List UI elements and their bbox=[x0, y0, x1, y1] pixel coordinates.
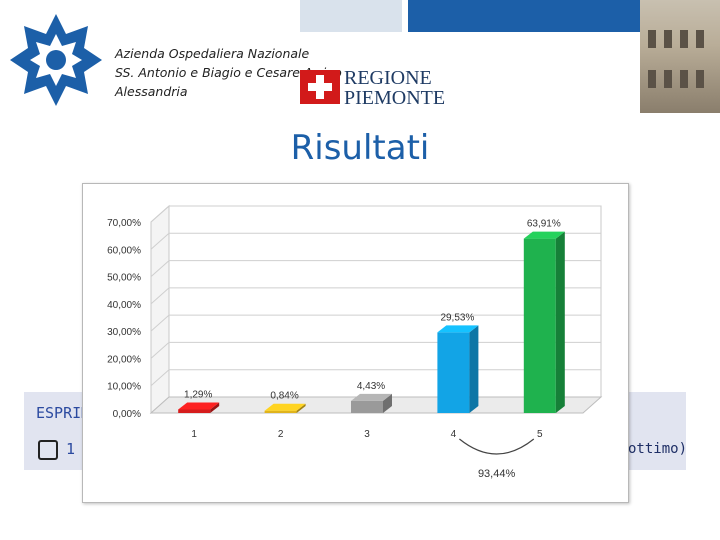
x-tick-label: 3 bbox=[364, 429, 370, 440]
x-tick-label: 5 bbox=[537, 429, 543, 440]
bar-top bbox=[437, 325, 479, 333]
hospital-name: Azienda Ospedaliera Nazionale SS. Antoni… bbox=[115, 44, 342, 101]
y-tick-label: 10,00% bbox=[107, 382, 141, 393]
x-tick-label: 4 bbox=[451, 429, 457, 440]
building-photo bbox=[640, 0, 720, 113]
sum-annotation: 93,44% bbox=[478, 468, 516, 480]
slide-title: Risultati bbox=[290, 128, 430, 168]
bar bbox=[178, 409, 211, 413]
background-scale-end: ottimo) bbox=[628, 441, 688, 457]
bar bbox=[351, 400, 383, 413]
y-tick-label: 20,00% bbox=[107, 354, 141, 365]
background-prompt-text: ESPRIM bbox=[36, 404, 91, 422]
bar-top bbox=[178, 402, 220, 410]
header-band-light bbox=[300, 0, 402, 32]
y-tick-label: 30,00% bbox=[107, 327, 141, 338]
y-tick-label: 40,00% bbox=[107, 300, 141, 311]
bar-top bbox=[351, 393, 392, 401]
bar-side bbox=[296, 403, 306, 413]
region-line-1: REGIONE bbox=[344, 67, 432, 89]
x-tick-label: 2 bbox=[278, 429, 284, 440]
y-tick-label: 70,00% bbox=[107, 218, 141, 229]
bar-top bbox=[523, 231, 565, 239]
data-label: 29,53% bbox=[440, 312, 474, 323]
data-label: 63,91% bbox=[527, 219, 561, 230]
gridline bbox=[150, 205, 601, 223]
header-band-blue bbox=[408, 0, 640, 32]
org-line-3: Alessandria bbox=[115, 84, 188, 99]
gridline bbox=[150, 232, 601, 250]
data-label: 4,43% bbox=[357, 381, 385, 392]
y-tick-label: 50,00% bbox=[107, 273, 141, 284]
chart-frame: 0,00% 10,00% 20,00% 30,00% 40,00% 50,00% 60,00… bbox=[82, 183, 629, 503]
hospital-star-logo bbox=[10, 14, 102, 106]
org-line-2: SS. Antonio e Biagio e Cesare Arrigo bbox=[115, 65, 342, 80]
bar-chart: 0,00% 10,00% 20,00% 30,00% 40,00% 50,00% 60,00… bbox=[107, 204, 603, 480]
gridline bbox=[150, 287, 601, 305]
x-tick-label: 1 bbox=[191, 429, 197, 440]
chart-side-wall bbox=[150, 204, 170, 415]
bar-side bbox=[555, 231, 565, 413]
sum-brace bbox=[459, 438, 535, 455]
org-line-1: Azienda Ospedaliera Nazionale bbox=[115, 46, 310, 61]
bar-side bbox=[210, 402, 220, 413]
data-label: 0,84% bbox=[270, 391, 298, 402]
checkbox-icon bbox=[38, 440, 58, 460]
y-tick-label: 60,00% bbox=[107, 245, 141, 256]
bar-side bbox=[383, 393, 392, 413]
gridline bbox=[150, 314, 601, 332]
region-line-2: PIEMONTE bbox=[344, 87, 446, 109]
data-label: 1,29% bbox=[184, 389, 212, 400]
bar bbox=[264, 410, 297, 413]
gridline bbox=[150, 260, 601, 277]
bar-side bbox=[469, 325, 479, 413]
bar-top bbox=[264, 403, 306, 411]
piemonte-flag-icon bbox=[300, 70, 340, 104]
bar bbox=[523, 238, 556, 413]
y-tick-label: 0,00% bbox=[113, 409, 141, 420]
bar bbox=[437, 332, 470, 413]
